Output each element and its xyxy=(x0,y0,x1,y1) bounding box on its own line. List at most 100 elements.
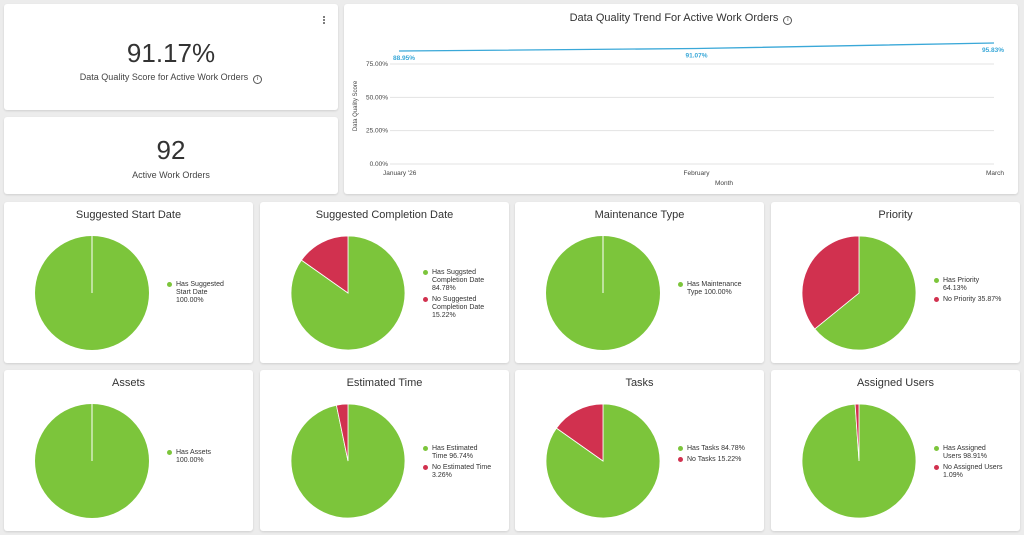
legend-swatch xyxy=(423,465,428,470)
legend-item[interactable]: No Suggested Completion Date 15.22% xyxy=(423,296,492,320)
pie-chart xyxy=(546,236,660,350)
legend-item[interactable]: No Priority 35.87% xyxy=(934,296,1003,304)
kpi-score-label-text: Data Quality Score for Active Work Order… xyxy=(79,72,249,82)
pie-chart xyxy=(35,404,149,518)
info-icon[interactable]: i xyxy=(783,16,793,25)
pie-card: Priority Has Priority 64.13% No Priority 3… xyxy=(771,202,1020,363)
legend-label: Has Assets 100.00% xyxy=(176,449,212,464)
legend-item[interactable]: No Assigned Users 1.09% xyxy=(934,464,1003,480)
legend-label: No Priority 35.87% xyxy=(943,296,1002,303)
legend-swatch xyxy=(678,446,683,451)
legend-label: Has Suggsted Completion Date 84.78% xyxy=(432,269,485,292)
pie-legend: Has Assigned Users 98.91% No Assigned Use… xyxy=(934,445,1003,483)
legend-item[interactable]: Has Suggested Start Date 100.00% xyxy=(167,281,236,305)
legend-item[interactable]: Has Suggsted Completion Date 84.78% xyxy=(423,269,492,293)
pie-slice[interactable] xyxy=(555,403,604,462)
legend-label: Has Estimated Time 96.74% xyxy=(432,445,478,460)
pie-card: Assets Has Assets 100.00% xyxy=(4,370,253,531)
more-options-icon[interactable] xyxy=(322,15,326,25)
x-tick-label: January '26 xyxy=(383,170,417,177)
y-axis-label: Data Quality Score xyxy=(353,80,359,131)
data-label: 88.95% xyxy=(393,55,415,62)
trend-chart-card: Data Quality Trend For Active Work Order… xyxy=(344,4,1018,194)
pie-chart xyxy=(545,403,661,519)
y-tick-label: 0.00% xyxy=(370,161,389,168)
pie-legend: Has Maintenance Type 100.00% xyxy=(678,281,747,300)
data-label: 91.07% xyxy=(685,53,707,60)
kpi-score-label: Data Quality Score for Active Work Order… xyxy=(4,72,338,84)
pie-card: Tasks Has Tasks 84.78% No Tasks 15.22% xyxy=(515,370,764,531)
legend-item[interactable]: No Tasks 15.22% xyxy=(678,456,747,464)
pie-card: Estimated Time Has Estimated Time 96.74% N… xyxy=(260,370,509,531)
pie-chart xyxy=(290,235,406,351)
legend-item[interactable]: Has Priority 64.13% xyxy=(934,277,1003,293)
legend-label: No Tasks 15.22% xyxy=(687,456,742,463)
legend-label: No Estimated Time 3.26% xyxy=(432,464,492,479)
pie-slice[interactable] xyxy=(300,235,349,294)
legend-item[interactable]: Has Assets 100.00% xyxy=(167,449,236,465)
pie-title: Suggested Completion Date xyxy=(315,209,454,221)
legend-swatch xyxy=(934,446,939,451)
legend-label: No Suggested Completion Date 15.22% xyxy=(432,296,485,319)
legend-label: Has Suggested Start Date 100.00% xyxy=(176,281,224,304)
kpi-card-score: 91.17% Data Quality Score for Active Wor… xyxy=(4,4,338,110)
legend-item[interactable]: Has Maintenance Type 100.00% xyxy=(678,281,747,297)
legend-swatch xyxy=(934,465,939,470)
kpi-orders-value: 92 xyxy=(156,135,186,165)
legend-swatch xyxy=(167,450,172,455)
legend-swatch xyxy=(423,297,428,302)
pie-slice[interactable] xyxy=(335,403,349,462)
legend-item[interactable]: No Estimated Time 3.26% xyxy=(423,464,492,480)
pie-legend: Has Priority 64.13% No Priority 35.87% xyxy=(934,277,1003,307)
pie-chart xyxy=(290,403,406,519)
legend-label: Has Priority 64.13% xyxy=(943,277,980,292)
x-axis-label: Month xyxy=(715,180,733,187)
pie-legend: Has Suggsted Completion Date 84.78% No Su… xyxy=(423,269,492,323)
legend-item[interactable]: Has Assigned Users 98.91% xyxy=(934,445,1003,461)
pie-legend: Has Estimated Time 96.74% No Estimated Ti… xyxy=(423,445,492,483)
pie-chart xyxy=(801,403,917,519)
y-tick-label: 50.00% xyxy=(366,94,388,101)
legend-swatch xyxy=(678,457,683,462)
pie-card: Suggested Completion Date Has Suggsted Co… xyxy=(260,202,509,363)
legend-swatch xyxy=(167,282,172,287)
pie-slice[interactable] xyxy=(854,403,860,462)
kpi-orders-label: Active Work Orders xyxy=(132,170,210,180)
legend-swatch xyxy=(934,278,939,283)
data-label: 95.83% xyxy=(982,47,1004,54)
pie-title: Estimated Time xyxy=(346,377,423,389)
pie-title: Maintenance Type xyxy=(594,209,685,221)
y-tick-label: 25.00% xyxy=(366,128,388,135)
legend-swatch xyxy=(934,297,939,302)
legend-label: Has Tasks 84.78% xyxy=(687,445,745,452)
pie-chart xyxy=(35,236,149,350)
legend-label: Has Assigned Users 98.91% xyxy=(943,445,987,460)
legend-item[interactable]: Has Estimated Time 96.74% xyxy=(423,445,492,461)
x-tick-label: March xyxy=(986,170,1004,177)
pie-chart xyxy=(801,235,917,351)
pie-card: Suggested Start Date Has Suggested Start … xyxy=(4,202,253,363)
legend-label: No Assigned Users 1.09% xyxy=(943,464,1003,479)
series-line xyxy=(398,42,995,52)
legend-swatch xyxy=(423,270,428,275)
pie-title: Tasks xyxy=(625,377,654,389)
legend-swatch xyxy=(678,282,683,287)
pie-slice[interactable] xyxy=(801,235,860,330)
info-icon[interactable]: i xyxy=(253,75,263,84)
trend-title: Data Quality Trend For Active Work Order… xyxy=(344,12,1018,25)
legend-item[interactable]: Has Tasks 84.78% xyxy=(678,445,747,453)
pie-title: Assets xyxy=(111,377,145,389)
legend-swatch xyxy=(423,446,428,451)
kpi-score-value: 91.17% xyxy=(126,38,216,68)
trend-title-text: Data Quality Trend For Active Work Order… xyxy=(569,12,779,24)
pie-legend: Has Tasks 84.78% No Tasks 15.22% xyxy=(678,445,747,467)
pie-slice[interactable] xyxy=(814,235,917,351)
kpi-card-orders: 92 Active Work Orders xyxy=(4,117,338,194)
pie-card: Assigned Users Has Assigned Users 98.91% N… xyxy=(771,370,1020,531)
pie-legend: Has Suggested Start Date 100.00% xyxy=(167,281,236,308)
legend-label: Has Maintenance Type 100.00% xyxy=(687,281,742,296)
pie-title: Suggested Start Date xyxy=(75,209,182,221)
pie-legend: Has Assets 100.00% xyxy=(167,449,236,468)
trend-line-chart: 0.00% 25.00% 50.00% 75.00% January '26 Februa… xyxy=(353,42,1004,187)
x-tick-label: February xyxy=(683,170,710,177)
